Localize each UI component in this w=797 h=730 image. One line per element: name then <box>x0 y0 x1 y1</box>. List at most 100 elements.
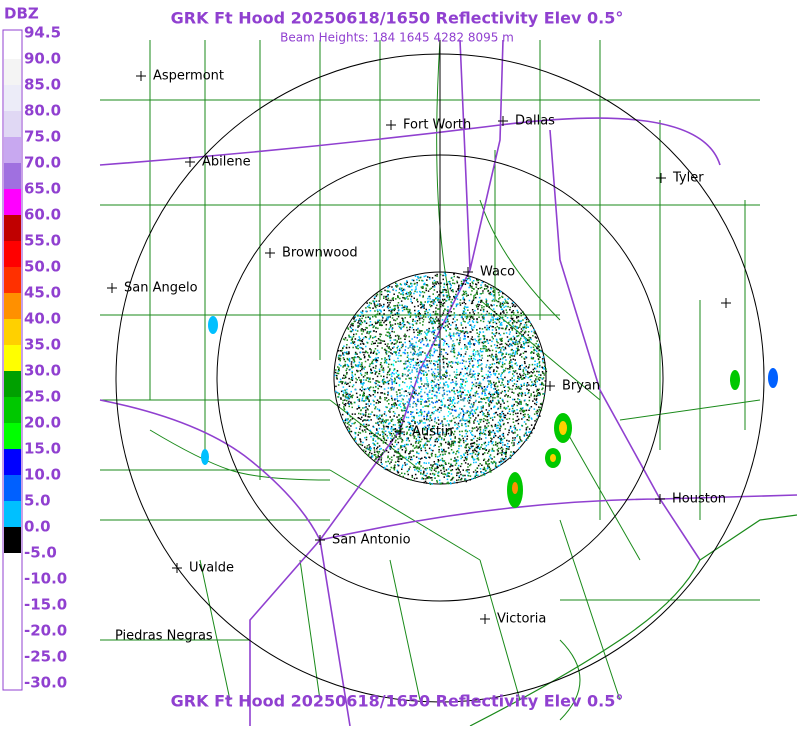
city-marker <box>480 614 490 624</box>
city-marker <box>655 494 665 504</box>
scale-label: 10.0 <box>24 466 61 484</box>
scale-swatch <box>4 319 21 345</box>
scale-label: -10.0 <box>24 570 67 588</box>
city-marker <box>172 563 182 573</box>
scale-label: 50.0 <box>24 258 61 276</box>
city-marker <box>265 248 275 258</box>
storm-cell <box>512 482 518 494</box>
storm-cell <box>768 368 778 388</box>
city-label: Dallas <box>515 114 555 129</box>
scale-label: 35.0 <box>24 336 61 354</box>
city-marker <box>463 267 473 277</box>
scale-swatch <box>4 59 21 85</box>
scale-swatch <box>4 579 21 605</box>
storm-cell <box>201 449 209 465</box>
county-lines <box>100 40 761 701</box>
title: GRK Ft Hood 20250618/1650 Reflectivity E… <box>171 9 624 28</box>
city-label: Houston <box>672 492 726 507</box>
scale-swatch <box>4 267 21 293</box>
city-marker <box>107 283 117 293</box>
scale-swatch <box>4 33 21 59</box>
scale-swatch <box>4 501 21 527</box>
rivers <box>149 39 581 721</box>
scale-label: -5.0 <box>24 544 57 562</box>
storm-cell <box>559 421 567 435</box>
scale-swatch <box>4 423 21 449</box>
scale-swatch <box>4 475 21 501</box>
city-label: Abilene <box>202 155 251 170</box>
scale-label: 85.0 <box>24 76 61 94</box>
footer-title: GRK Ft Hood 20250618/1650 Reflectivity E… <box>171 692 624 711</box>
city-label: Victoria <box>497 612 546 627</box>
storm-cells <box>201 316 778 508</box>
subtitle: Beam Heights: 184 1645 4282 8095 m <box>280 31 514 45</box>
color-scale: 94.5 90.0 85.0 80.0 75.0 70.0 65.0 60.0 55.0 50.0… <box>4 24 67 692</box>
scale-swatch <box>4 345 21 371</box>
city-label: Tyler <box>672 171 704 186</box>
scale-label: 60.0 <box>24 206 61 224</box>
scale-swatch <box>4 163 21 189</box>
scale-swatch <box>4 137 21 163</box>
city-label: Bryan <box>562 379 600 394</box>
scale-swatch <box>4 657 21 683</box>
city-label: Waco <box>480 265 515 280</box>
storm-cell <box>208 316 218 334</box>
city-marker <box>386 120 396 130</box>
scale-label: -25.0 <box>24 648 67 666</box>
clutter <box>335 273 547 485</box>
scale-swatch <box>4 111 21 137</box>
scale-label: 94.5 <box>24 24 61 42</box>
scale-swatch <box>4 605 21 631</box>
scale-label: -20.0 <box>24 622 67 640</box>
scale-label: 75.0 <box>24 128 61 146</box>
storm-cell <box>730 370 740 390</box>
scale-label: 90.0 <box>24 50 61 68</box>
scale-label: 20.0 <box>24 414 61 432</box>
city-label: Aspermont <box>153 69 224 84</box>
city-marker <box>656 173 666 183</box>
city-label: Uvalde <box>189 561 234 576</box>
range-rings <box>115 40 765 703</box>
scale-label: 55.0 <box>24 232 61 250</box>
city-label: San Antonio <box>332 533 411 548</box>
scale-unit: DBZ <box>4 5 39 23</box>
scale-label: -15.0 <box>24 596 67 614</box>
clutter <box>334 272 545 485</box>
coastline <box>469 514 797 727</box>
city-label: Fort Worth <box>403 118 471 133</box>
city-marker <box>315 535 325 545</box>
scale-swatch <box>4 189 21 215</box>
scale-label: 70.0 <box>24 154 61 172</box>
city-label: San Angelo <box>124 281 198 296</box>
city-marker <box>721 298 731 308</box>
scale-label: 0.0 <box>24 518 51 536</box>
scale-swatch <box>4 449 21 475</box>
scale-swatch <box>4 371 21 397</box>
scale-swatch <box>4 293 21 319</box>
scale-label: 15.0 <box>24 440 61 458</box>
city-marker <box>136 71 146 81</box>
city-marker <box>545 381 555 391</box>
city-marker <box>498 116 508 126</box>
storm-cell <box>550 454 556 462</box>
scale-swatch <box>4 241 21 267</box>
city-marker <box>185 157 195 167</box>
cities: Aspermont Fort Worth Dallas Abilene Tyler Bro… <box>107 69 731 644</box>
scale-label: 30.0 <box>24 362 61 380</box>
scale-swatch <box>4 397 21 423</box>
reflectivity <box>334 272 548 485</box>
city-label: Piedras Negras <box>115 629 213 644</box>
scale-label: 45.0 <box>24 284 61 302</box>
scale-swatch <box>4 527 21 553</box>
scale-label: 25.0 <box>24 388 61 406</box>
scale-swatch <box>4 553 21 579</box>
city-marker <box>395 427 405 437</box>
scale-swatch <box>4 215 21 241</box>
scale-label: -30.0 <box>24 674 67 692</box>
city-label: Austin <box>412 425 453 440</box>
scale-label: 65.0 <box>24 180 61 198</box>
scale-swatch <box>4 631 21 657</box>
scale-label: 5.0 <box>24 492 51 510</box>
